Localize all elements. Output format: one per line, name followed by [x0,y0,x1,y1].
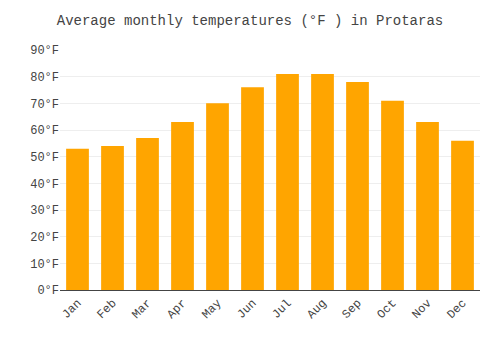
svg-text:0°F: 0°F [37,284,59,298]
svg-text:Dec: Dec [444,297,469,322]
svg-text:60°F: 60°F [30,124,59,138]
svg-text:Jun: Jun [234,297,259,322]
svg-text:50°F: 50°F [30,151,59,165]
svg-text:Mar: Mar [129,297,154,322]
svg-text:May: May [199,297,224,322]
svg-text:Jul: Jul [269,297,294,322]
svg-text:Aug: Aug [304,297,329,322]
svg-text:40°F: 40°F [30,178,59,192]
svg-text:80°F: 80°F [30,71,59,85]
svg-text:Oct: Oct [374,297,399,322]
svg-text:Sep: Sep [339,297,364,322]
svg-text:Average monthly temperatures (: Average monthly temperatures (°F ) in Pr… [57,13,443,29]
svg-text:10°F: 10°F [30,258,59,272]
svg-text:Apr: Apr [164,297,189,322]
svg-text:20°F: 20°F [30,231,59,245]
svg-text:Feb: Feb [94,297,119,322]
svg-text:70°F: 70°F [30,98,59,112]
svg-text:Nov: Nov [409,297,434,322]
svg-text:30°F: 30°F [30,204,59,218]
svg-text:90°F: 90°F [30,44,59,58]
svg-text:Jan: Jan [59,297,84,322]
